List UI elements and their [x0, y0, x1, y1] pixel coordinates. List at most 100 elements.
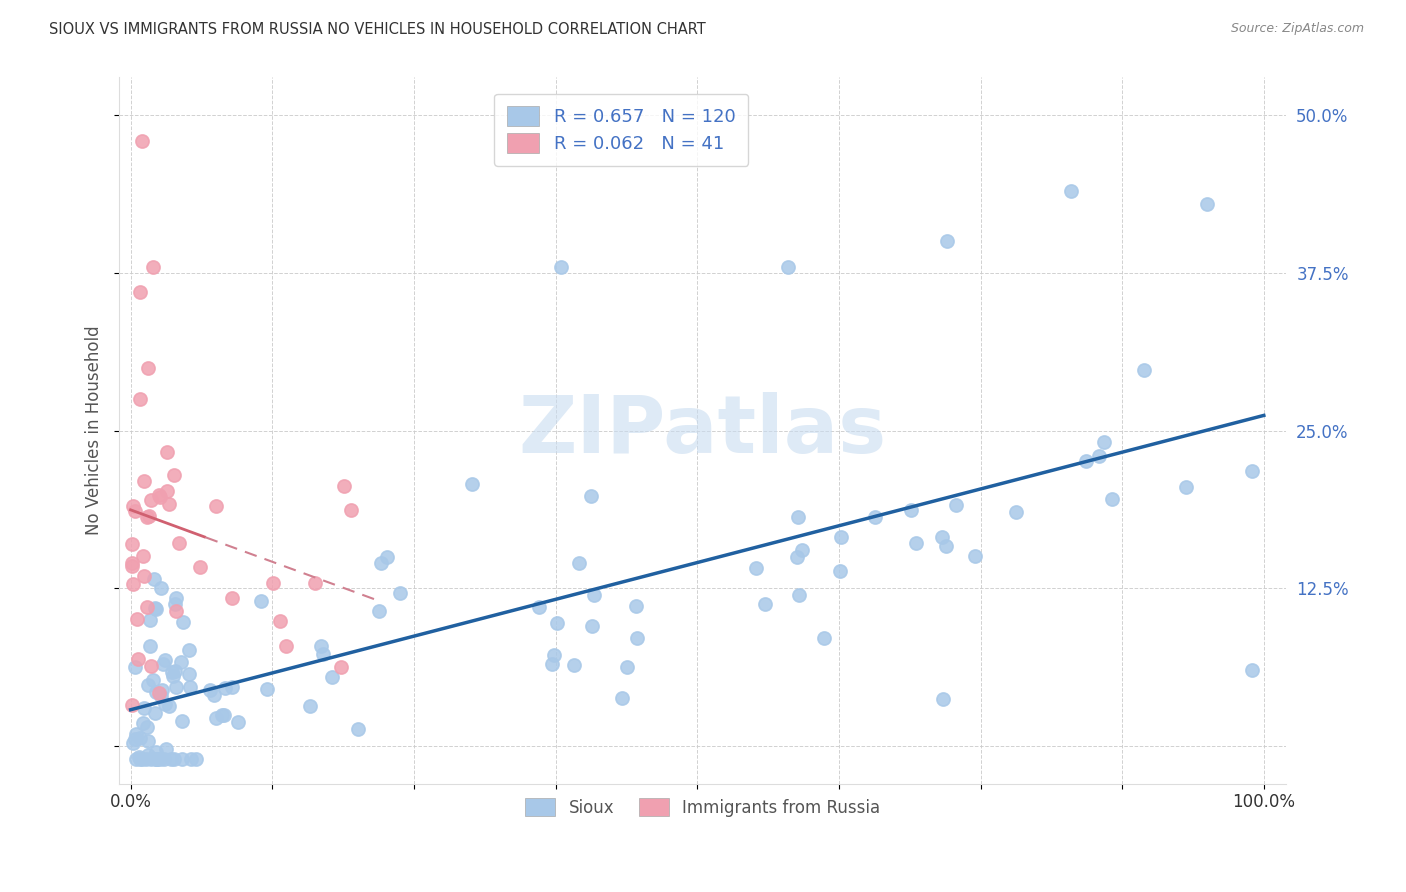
Point [156, 445, 179, 459]
Text: ZIPatlas: ZIPatlas [519, 392, 887, 469]
Point [150, 682, 173, 697]
Point [745, 561, 768, 575]
Point [309, 639, 332, 653]
Point [214, 681, 236, 696]
Point [165, 681, 187, 695]
Point [790, 542, 813, 557]
Point [330, 659, 353, 673]
Point [145, 685, 167, 699]
Point [121, 536, 143, 550]
Point [616, 660, 638, 674]
Point [122, 736, 145, 750]
Point [165, 597, 187, 611]
Point [180, 751, 202, 765]
Point [172, 615, 194, 629]
Point [155, 741, 177, 756]
Point [146, 751, 169, 765]
Point [1133, 363, 1156, 377]
Point [170, 655, 193, 669]
Point [128, 731, 150, 745]
Point [124, 731, 146, 746]
Point [546, 615, 568, 630]
Point [139, 751, 162, 765]
Point [134, 474, 156, 488]
Point [786, 550, 808, 565]
Point [132, 700, 155, 714]
Point [198, 682, 221, 697]
Point [125, 751, 148, 765]
Point [813, 631, 835, 645]
Point [527, 599, 550, 614]
Point [787, 588, 810, 602]
Point [132, 549, 155, 563]
Point [226, 714, 249, 729]
Point [165, 591, 187, 605]
Y-axis label: No Vehicles in Household: No Vehicles in Household [86, 326, 103, 535]
Point [935, 539, 957, 553]
Point [125, 612, 148, 626]
Point [170, 751, 193, 765]
Point [162, 751, 184, 765]
Point [931, 692, 953, 706]
Point [754, 597, 776, 611]
Point [127, 652, 149, 666]
Point [1060, 184, 1083, 198]
Point [136, 510, 159, 524]
Point [163, 664, 186, 678]
Point [212, 707, 235, 722]
Point [581, 619, 603, 633]
Point [250, 593, 273, 607]
Point [612, 691, 634, 706]
Point [905, 535, 928, 549]
Point [204, 500, 226, 514]
Point [138, 509, 160, 524]
Point [136, 600, 159, 615]
Point [128, 285, 150, 299]
Point [150, 581, 173, 595]
Point [172, 714, 194, 729]
Point [124, 504, 146, 518]
Point [1005, 504, 1028, 518]
Point [143, 706, 166, 721]
Point [138, 614, 160, 628]
Point [828, 564, 851, 578]
Point [626, 599, 648, 613]
Point [167, 536, 190, 550]
Point [141, 492, 163, 507]
Point [321, 670, 343, 684]
Legend: Sioux, Immigrants from Russia: Sioux, Immigrants from Russia [517, 789, 889, 825]
Point [121, 556, 143, 570]
Point [830, 530, 852, 544]
Point [179, 680, 201, 694]
Point [188, 560, 211, 574]
Point [153, 697, 176, 711]
Point [177, 643, 200, 657]
Point [262, 576, 284, 591]
Point [134, 569, 156, 583]
Point [312, 647, 335, 661]
Point [776, 260, 799, 274]
Point [143, 600, 166, 615]
Point [346, 722, 368, 736]
Point [131, 751, 153, 765]
Point [269, 615, 291, 629]
Point [153, 751, 176, 765]
Point [256, 682, 278, 697]
Point [1092, 435, 1115, 450]
Point [152, 657, 174, 671]
Point [129, 751, 152, 765]
Point [935, 235, 957, 249]
Point [138, 639, 160, 653]
Point [375, 549, 398, 564]
Point [367, 604, 389, 618]
Point [221, 680, 243, 694]
Point [121, 698, 143, 712]
Point [388, 585, 411, 599]
Point [177, 666, 200, 681]
Point [145, 751, 167, 765]
Point [148, 488, 170, 502]
Point [124, 660, 146, 674]
Point [370, 556, 392, 570]
Point [136, 720, 159, 734]
Point [148, 686, 170, 700]
